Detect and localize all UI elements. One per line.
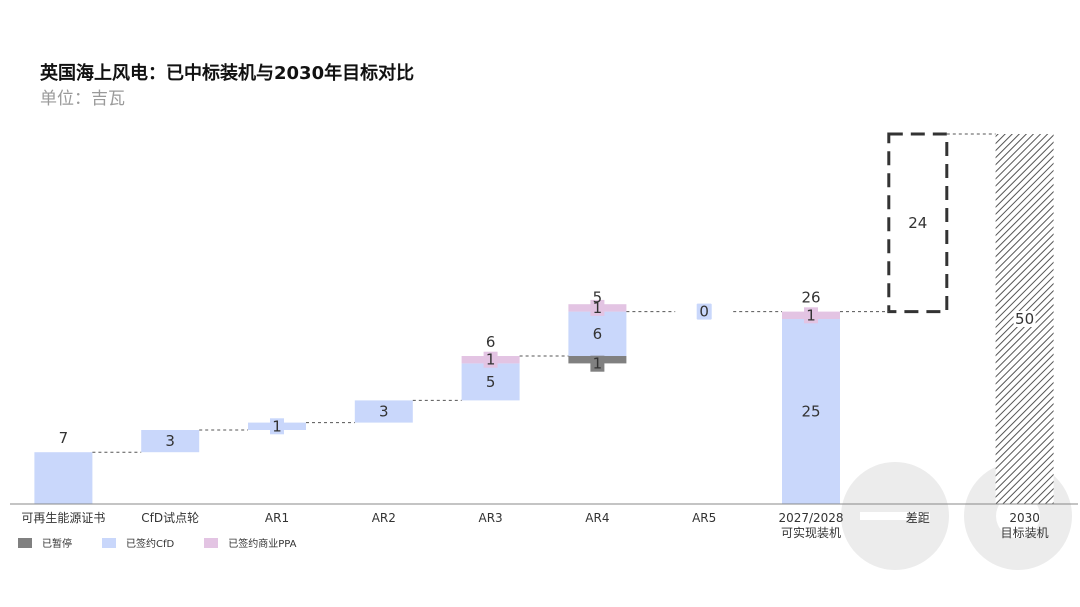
legend: 已暂停 已签约CfD 已签约商业PPA bbox=[18, 535, 326, 550]
bar-cfd-4-0 bbox=[461, 363, 520, 401]
bar-gap-8 bbox=[887, 132, 949, 314]
legend-label-paused: 已暂停 bbox=[42, 539, 72, 550]
category-label-4: AR3 bbox=[479, 511, 503, 525]
segment-label-5-0: 6 bbox=[593, 325, 603, 343]
bar-cfd-7-0 bbox=[782, 319, 840, 504]
watermark-e-bar bbox=[860, 512, 930, 520]
segment-label-8-0: 24 bbox=[908, 214, 927, 232]
segment-label-4-1: 1 bbox=[486, 351, 496, 369]
legend-item-cfd: 已签约CfD bbox=[102, 535, 174, 550]
legend-item-paused: 已暂停 bbox=[18, 535, 72, 550]
category-label-1: CfD试点轮 bbox=[141, 510, 199, 525]
segment-label-3-0: 3 bbox=[379, 403, 389, 421]
segment-label-4-1-bg bbox=[483, 351, 498, 368]
category-label-8: 差距 bbox=[906, 511, 930, 525]
segment-label-6-0-bg bbox=[697, 303, 712, 320]
legend-swatch-cfd bbox=[102, 537, 116, 548]
legend-swatch-ppa bbox=[204, 537, 219, 548]
category-label-9: 2030 bbox=[1009, 511, 1040, 525]
total-label-0: 7 bbox=[59, 429, 69, 447]
paused-label-5: 1 bbox=[593, 355, 603, 373]
segment-label-4-0: 5 bbox=[486, 373, 496, 391]
bar-cfd-3-0 bbox=[354, 400, 413, 423]
segment-label-1-0: 3 bbox=[165, 432, 175, 450]
segment-label-5-1-bg bbox=[590, 299, 605, 316]
total-label-4: 6 bbox=[486, 333, 496, 351]
legend-swatch-paused bbox=[18, 537, 32, 548]
total-label-7: 26 bbox=[801, 289, 820, 307]
legend-item-ppa: 已签约商业PPA bbox=[204, 535, 296, 550]
category-label-0: 可再生能源证书 bbox=[21, 511, 105, 525]
legend-label-ppa: 已签约商业PPA bbox=[228, 539, 297, 550]
paused-label-5-bg bbox=[590, 355, 605, 372]
category-label-7: 2027/2028 bbox=[778, 511, 843, 525]
total-label-5: 5 bbox=[593, 289, 603, 307]
segment-label-6-0: 0 bbox=[699, 303, 709, 321]
bar-cfd-5-0 bbox=[568, 311, 627, 356]
category-label-3: AR2 bbox=[372, 511, 396, 525]
category-label-7-1: 可实现装机 bbox=[781, 525, 841, 540]
category-label-9-1: 目标装机 bbox=[1001, 526, 1049, 540]
chart-subtitle: 单位：吉瓦 bbox=[40, 89, 125, 109]
segment-label-5-1: 1 bbox=[593, 299, 603, 317]
legend-label-cfd: 已签约CfD bbox=[126, 539, 175, 550]
bar-cfd-0-0 bbox=[34, 452, 93, 504]
segment-label-7-1-bg bbox=[804, 307, 818, 324]
chart-title: 英国海上风电：已中标装机与2030年目标对比 bbox=[40, 63, 415, 84]
category-label-2: AR1 bbox=[265, 511, 289, 525]
category-label-6: AR5 bbox=[692, 511, 716, 525]
segment-label-2-0: 1 bbox=[272, 417, 282, 435]
segment-label-7-1: 1 bbox=[806, 306, 816, 324]
segment-label-7-0: 25 bbox=[801, 403, 820, 421]
segment-label-2-0-bg bbox=[270, 418, 284, 435]
segment-label-9-0: 50 bbox=[1015, 310, 1034, 328]
category-label-5: AR4 bbox=[585, 511, 609, 525]
watermark-o-hole bbox=[996, 494, 1040, 538]
segment-label-9-0-bg bbox=[1013, 311, 1036, 327]
bar-cfd-1-0 bbox=[141, 430, 200, 453]
